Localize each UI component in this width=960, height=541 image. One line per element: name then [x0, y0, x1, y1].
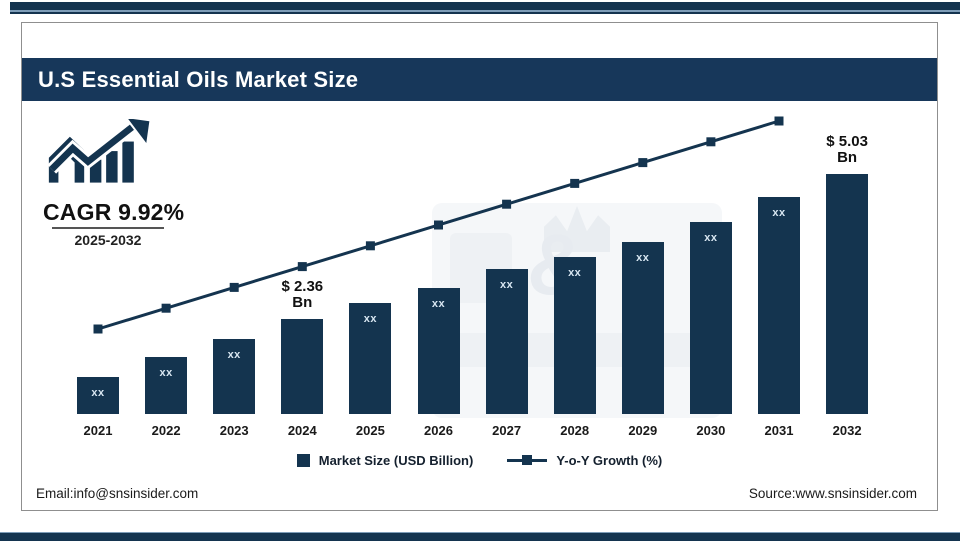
bar-2025: xx: [349, 303, 392, 414]
bar-2023: xx: [213, 339, 256, 414]
bar-2021: xx: [77, 377, 119, 414]
x-axis-label-2027: 2027: [492, 423, 522, 438]
value-annotation-line: Bn: [292, 294, 313, 311]
yoy-growth-line: [93, 116, 784, 334]
contact-email: Email:info@snsinsider.com: [36, 486, 199, 501]
line-marker: [502, 199, 512, 209]
bar-2027: xx: [485, 269, 528, 414]
x-axis-label-2029: 2029: [628, 423, 658, 438]
x-axis-label-2024: 2024: [287, 423, 317, 438]
x-axis-label-2032: 2032: [832, 423, 862, 438]
line-series-label: Y-o-Y Growth (%): [556, 453, 663, 468]
bar-2024: [281, 319, 324, 414]
x-axis-label-2021: 2021: [83, 423, 113, 438]
chart-frame: U.S Essential Oils Market Size CAGR 9.92…: [21, 22, 938, 511]
bar-value-placeholder: xx: [431, 298, 446, 310]
bar-2022: xx: [145, 357, 188, 414]
bar-2031: xx: [758, 197, 800, 414]
source-url: Source:www.snsinsider.com: [748, 486, 917, 501]
bar-2029: xx: [621, 242, 664, 414]
line-marker: [434, 220, 443, 230]
line-marker: [297, 262, 307, 272]
legend-item-yoy-growth: Y-o-Y Growth (%): [507, 453, 662, 468]
line-series-marker: [522, 455, 533, 465]
x-axis-label-2026: 2026: [424, 423, 453, 438]
bar-series-label: Market Size (USD Billion): [318, 453, 474, 468]
bar-2030: xx: [689, 222, 732, 414]
bar-value-placeholder: xx: [499, 279, 514, 291]
line-marker: [570, 178, 580, 188]
bar-value-placeholder: xx: [363, 313, 378, 325]
value-annotation-line: Bn: [837, 149, 858, 166]
bar-2028: xx: [553, 257, 596, 414]
line-marker: [229, 282, 239, 292]
bar-value-placeholder: xx: [636, 252, 650, 264]
bar-2026: xx: [417, 288, 460, 414]
x-axis-label-2028: 2028: [560, 423, 590, 438]
growth-chart-icon: [47, 119, 150, 183]
market-size-chart: xx 2021 xx 2022 xx 2023 2024 xx 2025 xx 2026 xx 2027…: [22, 23, 939, 512]
line-marker: [774, 116, 784, 126]
legend: Market Size (USD Billion) Y-o-Y Growth (…: [22, 453, 937, 468]
bar-value-placeholder: xx: [227, 349, 241, 361]
cagr-period: 2025-2032: [52, 227, 164, 248]
value-annotation-line: $ 2.36: [281, 278, 324, 295]
line-series-swatch: [507, 455, 548, 465]
x-axis-label-2023: 2023: [219, 423, 249, 438]
line-marker: [93, 324, 103, 334]
top-accent-stripe-highlight: [10, 10, 960, 12]
bar-value-placeholder: xx: [704, 232, 718, 244]
line-marker: [638, 158, 648, 168]
top-accent-stripe: [10, 2, 960, 14]
value-annotation-2032: $ 5.03 Bn: [802, 134, 892, 166]
bar-value-placeholder: xx: [159, 367, 173, 379]
x-axis-label-2031: 2031: [764, 423, 794, 438]
bar-2032: [826, 174, 869, 414]
value-annotation-line: $ 5.03: [826, 133, 868, 150]
legend-item-market-size: Market Size (USD Billion): [296, 453, 474, 468]
bottom-accent-stripe: [0, 532, 960, 541]
line-marker: [706, 137, 716, 147]
cagr-value: CAGR 9.92%: [43, 199, 185, 225]
line-marker: [161, 303, 171, 313]
bar-value-placeholder: xx: [568, 267, 582, 279]
bar-value-placeholder: xx: [91, 387, 105, 399]
value-annotation-2024: $ 2.36 Bn: [257, 279, 347, 311]
x-axis-label-2030: 2030: [696, 423, 726, 438]
line-marker: [365, 241, 375, 251]
x-axis-label-2025: 2025: [355, 423, 385, 438]
x-axis-label-2022: 2022: [151, 423, 181, 438]
bar-series-swatch: [296, 454, 310, 467]
bar-value-placeholder: xx: [772, 207, 786, 219]
page-title: U.S Essential Oils Market Size: [22, 58, 937, 101]
